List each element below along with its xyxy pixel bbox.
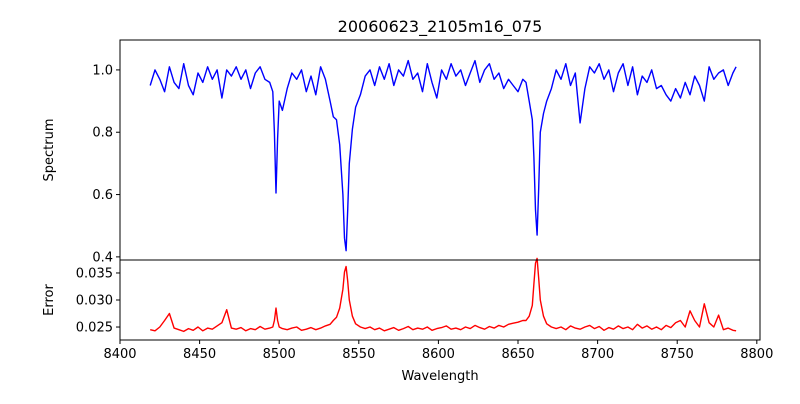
xtick-label: 8600: [422, 347, 455, 362]
spectrum-y-label: Spectrum: [42, 119, 57, 182]
spectrum-ytick-label: 1.0: [92, 63, 113, 78]
xtick-label: 8750: [661, 347, 694, 362]
error-ytick-label: 0.025: [76, 321, 113, 336]
xtick-label: 8650: [501, 347, 534, 362]
xtick-label: 8400: [103, 347, 136, 362]
error-y-label: Error: [42, 284, 57, 316]
error-ytick-label: 0.030: [76, 294, 113, 309]
xtick-label: 8700: [581, 347, 614, 362]
xtick-label: 8500: [263, 347, 296, 362]
chart-title: 20060623_2105m16_075: [338, 17, 543, 37]
x-axis-label: Wavelength: [401, 369, 478, 384]
xtick-label: 8550: [342, 347, 375, 362]
spectrum-line: [149, 59, 737, 252]
error-line: [150, 257, 737, 333]
spectrum-ytick-label: 0.6: [92, 188, 113, 203]
xtick-label: 8800: [740, 347, 773, 362]
xtick-label: 8450: [183, 347, 216, 362]
spectrum-ytick-label: 0.4: [92, 250, 113, 265]
spectrum-ytick-label: 0.8: [92, 126, 113, 141]
error-ytick-label: 0.035: [76, 266, 113, 281]
